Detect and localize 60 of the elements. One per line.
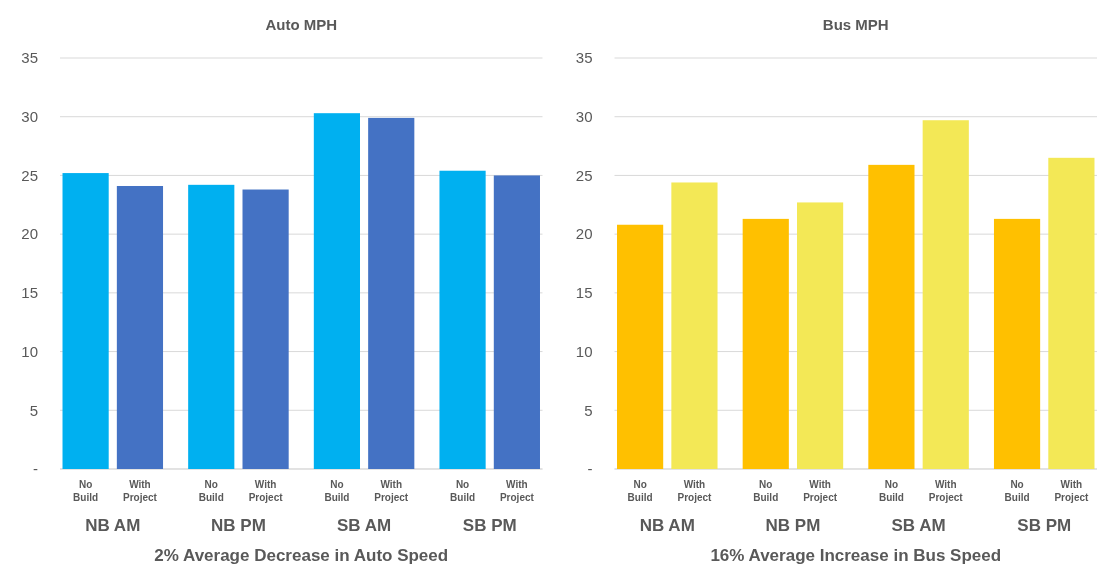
text: With Project <box>374 479 409 503</box>
bar <box>368 117 415 469</box>
bar <box>439 170 486 469</box>
text: No Build <box>450 479 476 503</box>
bar <box>493 175 540 469</box>
chart-title: Auto MPH <box>265 16 338 33</box>
y-tick-label: 30 <box>575 107 593 125</box>
bar <box>797 202 844 469</box>
text: With Project <box>928 479 963 503</box>
text: No Build <box>753 479 779 503</box>
text: With Project <box>499 479 534 503</box>
x-tick-label: NB PM <box>211 516 266 535</box>
y-tick-label: 25 <box>575 166 593 184</box>
bar <box>1048 157 1095 469</box>
text: With Project <box>248 479 283 503</box>
y-tick-label: 10 <box>575 342 593 360</box>
text: With Project <box>1054 479 1089 503</box>
y-tick-label: 35 <box>21 49 38 67</box>
y-tick-label: 35 <box>575 49 593 67</box>
y-tick-label: 5 <box>29 401 38 419</box>
text: 2% Average Decrease in Auto Speed <box>154 546 449 565</box>
y-tick-label: 20 <box>575 225 593 243</box>
x-tick-label: SB PM <box>462 516 517 535</box>
y-tick-label: 30 <box>21 107 38 125</box>
y-tick-label: 15 <box>575 284 593 302</box>
y-tick-label: 10 <box>21 342 38 360</box>
text: No Build <box>878 479 904 503</box>
series-label: No Build <box>73 479 99 503</box>
x-tick-label: NB AM <box>639 516 695 535</box>
bar <box>116 186 164 469</box>
x-tick-label: NB PM <box>765 516 821 535</box>
bar <box>742 218 789 469</box>
series-label: With Project <box>677 479 713 503</box>
bar <box>922 120 969 469</box>
y-tick-label: 20 <box>21 225 38 243</box>
text: No Build <box>198 479 224 503</box>
bar <box>671 182 718 469</box>
series-label: With Project <box>122 479 158 503</box>
series-label: No Build <box>627 479 653 503</box>
text: No Build <box>1004 479 1030 503</box>
bar <box>868 164 915 469</box>
text: No Build <box>324 479 350 503</box>
x-tick-label: NB AM <box>85 516 141 535</box>
bar <box>993 218 1041 469</box>
y-tick-label: 25 <box>21 166 38 184</box>
bar <box>242 189 289 469</box>
x-tick-label: SB AM <box>891 516 946 535</box>
x-tick-label: SB AM <box>337 516 392 535</box>
bar <box>188 184 235 469</box>
y-tick-label: 5 <box>584 401 593 419</box>
y-tick-label: 15 <box>21 284 38 302</box>
bar <box>617 224 664 469</box>
text: 16% Average Increase in Bus Speed <box>710 546 1002 565</box>
chart-title: Bus MPH <box>822 16 889 33</box>
y-tick-label: - <box>33 460 38 478</box>
y-tick-label: - <box>587 460 593 478</box>
bar <box>313 113 360 469</box>
text: With Project <box>803 479 838 503</box>
bar <box>62 173 109 469</box>
x-tick-label: SB PM <box>1017 516 1072 535</box>
